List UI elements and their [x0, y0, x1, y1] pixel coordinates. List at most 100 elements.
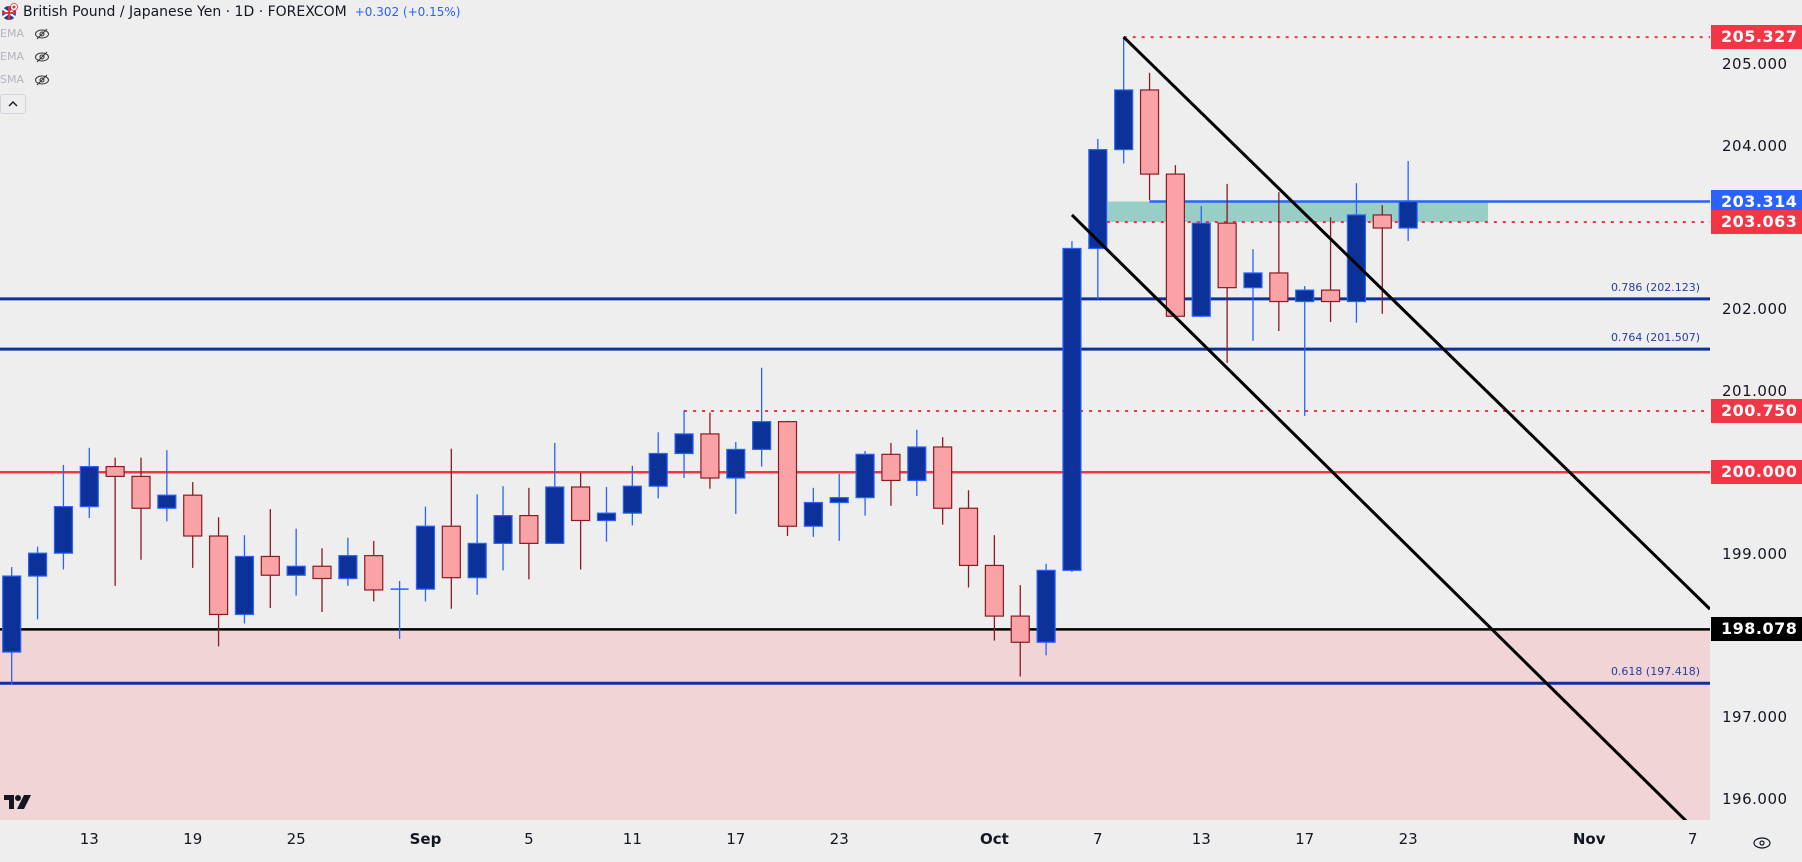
collapse-legend-button[interactable]	[0, 94, 26, 114]
candle-aug-14	[105, 457, 125, 586]
candle-body	[700, 433, 720, 479]
price-tick: 202.000	[1722, 299, 1788, 318]
candle-body	[208, 535, 229, 616]
candle-body	[519, 515, 539, 544]
time-tick: 7	[1093, 830, 1103, 848]
time-tick: 13	[79, 830, 99, 848]
candle-sep-30	[958, 490, 979, 588]
candle-oct-7	[1088, 138, 1108, 300]
candle-oct-21	[1346, 183, 1367, 323]
fib-label-0.764: 0.764 (201.507)	[1611, 331, 1700, 344]
candle-sep-19	[777, 420, 798, 537]
candle-body	[1139, 89, 1160, 175]
candle-oct-17	[1295, 286, 1315, 416]
candle-aug-21	[234, 535, 255, 624]
price-label-200.000: 200.000	[1711, 460, 1802, 485]
candle-body	[441, 525, 461, 579]
support-zone	[0, 629, 1710, 820]
candle-aug-20	[208, 517, 229, 647]
settings-eye-icon[interactable]	[1752, 836, 1772, 850]
candle-body	[183, 494, 203, 537]
fib-label-0.618: 0.618 (197.418)	[1611, 665, 1700, 678]
candle-body	[1295, 289, 1315, 303]
time-tick: 23	[829, 830, 849, 848]
time-tick: 7	[1687, 830, 1698, 848]
price-label-203.314: 203.314	[1711, 189, 1802, 214]
candle-body	[79, 465, 99, 508]
symbol-title-row[interactable]: British Pound / Japanese Yen · 1D · FORE…	[0, 2, 460, 22]
tradingview-logo-icon[interactable]	[3, 792, 37, 812]
candle-oct-6	[1062, 241, 1082, 572]
candle-body	[467, 542, 487, 579]
chart-plot-area[interactable]: 0.786 (202.123) 0.764 (201.507) 0.618 (197…	[0, 0, 1710, 820]
candle-body	[545, 486, 565, 544]
candle-body	[364, 555, 384, 591]
candle-body	[829, 497, 849, 504]
chevron-up-icon	[8, 101, 18, 107]
candle-body	[1372, 214, 1392, 229]
candle-body	[260, 555, 280, 576]
eye-off-icon[interactable]	[34, 28, 50, 40]
candle-sep-3	[467, 494, 487, 595]
time-axis[interactable]: 13 19 25 Sep 5 11 17 23 Oct 7 13 17 23 Nov 7	[0, 795, 1710, 862]
candle-aug-18	[157, 450, 177, 522]
candle-body	[53, 506, 74, 554]
candle-sep-2	[441, 448, 461, 609]
candle-sep-15	[674, 410, 694, 479]
candle-sep-5	[519, 487, 539, 580]
candle-oct-10	[1165, 165, 1186, 319]
price-change: +0.302 (+0.15%)	[354, 5, 461, 19]
candle-aug-8	[2, 567, 22, 685]
candle-sep-25	[881, 442, 901, 506]
price-axis[interactable]: 196.000 197.000 199.000 201.000 202.000 204.0…	[1710, 0, 1802, 820]
time-tick: Oct	[979, 830, 1009, 848]
indicator-label: EMA	[0, 50, 24, 63]
indicator-ema-1[interactable]: EMA	[0, 22, 460, 45]
price-tick: 196.000	[1722, 790, 1788, 809]
candle-body	[648, 452, 668, 487]
time-tick: Sep	[409, 830, 442, 848]
candle-aug-11	[27, 546, 48, 620]
candle-sep-1	[415, 506, 436, 602]
candle-body	[1165, 173, 1186, 317]
price-tick: 205.000	[1722, 54, 1788, 73]
candle-oct-23	[1398, 161, 1418, 242]
time-tick: 25	[286, 830, 306, 848]
chart-legend: British Pound / Japanese Yen · 1D · FORE…	[0, 2, 460, 114]
candle-body	[855, 453, 875, 499]
uk-japan-flag-icon	[2, 3, 18, 20]
candle-oct-14	[1217, 183, 1237, 363]
candle-sep-26	[907, 429, 927, 496]
candle-body	[286, 565, 306, 576]
candle-body	[777, 421, 798, 527]
candle-sep-22	[803, 487, 823, 537]
candle-oct-16	[1269, 192, 1289, 331]
candle-sep-4	[493, 486, 513, 571]
indicator-sma[interactable]: SMA	[0, 68, 460, 91]
candle-body	[338, 555, 358, 580]
candle-sep-24	[855, 451, 875, 516]
candle-body	[157, 494, 177, 509]
indicator-ema-2[interactable]: EMA	[0, 45, 460, 68]
indicator-label: EMA	[0, 27, 24, 40]
time-tick: 19	[183, 830, 203, 848]
time-tick: 23	[1398, 830, 1418, 848]
candle-body	[415, 525, 436, 590]
candle-aug-22	[260, 509, 280, 608]
candle-body	[1010, 615, 1030, 643]
candle-aug-12	[53, 464, 74, 570]
candle-body	[596, 512, 617, 522]
candle-sep-12	[648, 432, 668, 499]
eye-off-icon[interactable]	[34, 74, 50, 86]
fib-label-0.786: 0.786 (202.123)	[1611, 281, 1700, 294]
candle-body	[1062, 247, 1082, 571]
eye-off-icon[interactable]	[34, 51, 50, 63]
symbol-title: British Pound / Japanese Yen · 1D · FORE…	[23, 4, 347, 20]
candle-body	[1320, 289, 1341, 303]
candle-body	[1114, 89, 1134, 151]
price-label-200.750: 200.750	[1711, 399, 1802, 424]
candle-aug-15	[131, 457, 151, 560]
candle-body	[1191, 222, 1211, 317]
candle-body	[1036, 569, 1056, 643]
candle-body	[752, 421, 772, 451]
